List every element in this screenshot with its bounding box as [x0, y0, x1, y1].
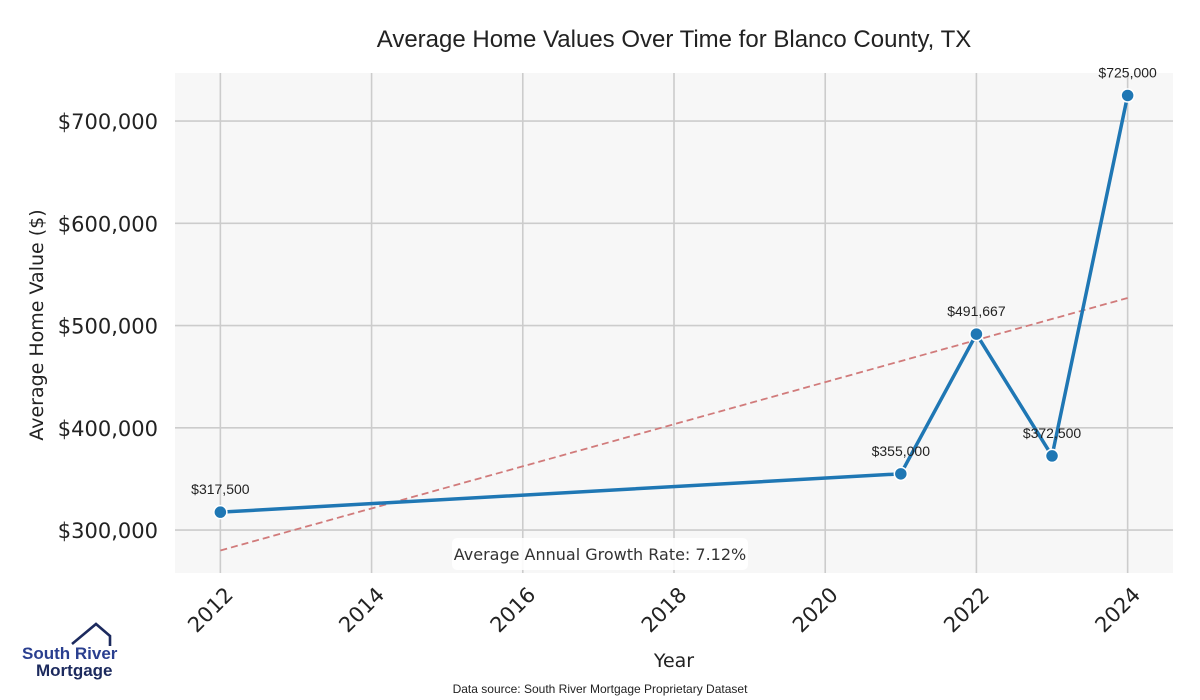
- data-label: $491,667: [947, 303, 1006, 319]
- data-point: [1044, 448, 1060, 464]
- data-point: [213, 504, 228, 520]
- x-tick-label: 2018: [637, 583, 692, 638]
- y-tick-label: $300,000: [58, 519, 158, 543]
- y-tick-label: $700,000: [58, 110, 158, 134]
- x-tick-label: 2020: [788, 583, 843, 638]
- y-tick-label: $400,000: [58, 417, 158, 441]
- y-tick-label: $600,000: [58, 212, 158, 236]
- y-axis-label: Average Home Value ($): [26, 209, 48, 440]
- data-label: $725,000: [1098, 64, 1157, 80]
- data-label: $317,500: [191, 481, 250, 497]
- growth-annotation: Average Annual Growth Rate: 7.12%: [452, 538, 748, 570]
- logo-line-1: South River: [22, 644, 118, 663]
- data-labels: $317,500 $355,000 $491,667 $372,500 $725,000: [191, 64, 1157, 497]
- x-axis-ticks: 2012 2014 2016 2018 2020 2022 2024: [183, 583, 1145, 638]
- logo: South River Mortgage: [22, 622, 118, 680]
- data-label: $372,500: [1023, 425, 1082, 441]
- y-tick-label: $500,000: [58, 315, 158, 339]
- growth-annotation-text: Average Annual Growth Rate: 7.12%: [454, 545, 746, 564]
- chart-title: Average Home Values Over Time for Blanco…: [377, 26, 972, 53]
- data-point: [1120, 88, 1135, 103]
- data-points: [213, 88, 1135, 520]
- data-source: Data source: South River Mortgage Propri…: [453, 682, 748, 696]
- data-label: $355,000: [872, 443, 931, 459]
- grid: [175, 73, 1173, 573]
- house-icon: [71, 622, 112, 646]
- x-tick-label: 2016: [486, 583, 541, 638]
- data-point: [893, 466, 909, 482]
- logo-line-2: Mortgage: [36, 661, 113, 680]
- x-axis-label: Year: [653, 650, 694, 672]
- x-tick-label: 2012: [183, 583, 238, 638]
- x-tick-label: 2024: [1090, 583, 1145, 638]
- x-tick-label: 2014: [334, 583, 389, 638]
- y-axis-ticks: $300,000 $400,000 $500,000 $600,000 $700,000: [58, 110, 158, 543]
- data-point: [969, 326, 984, 342]
- x-tick-label: 2022: [939, 583, 994, 638]
